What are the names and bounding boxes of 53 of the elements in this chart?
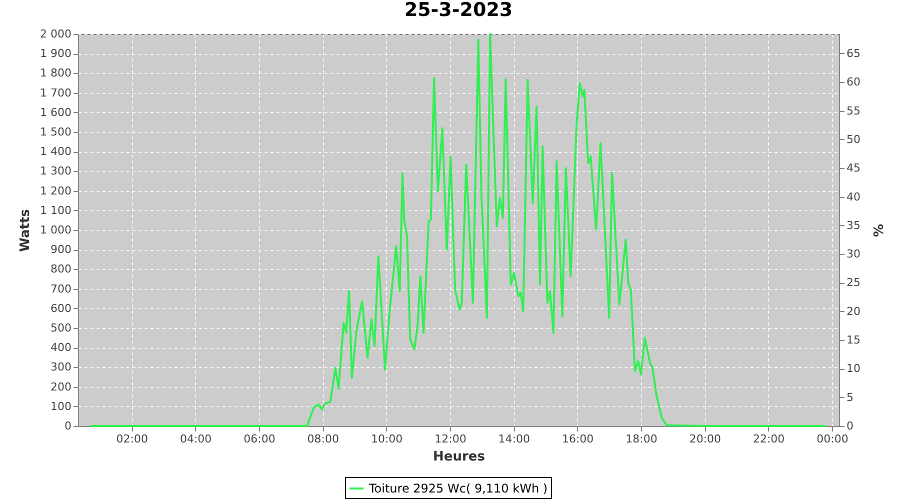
y2-tick-label: 15: [846, 334, 860, 347]
x-tick-label: 20:00: [689, 432, 722, 446]
y2-tick-label: 25: [846, 276, 860, 290]
y-tick-label: 2 000: [40, 28, 72, 40]
y-tick-label: 0: [64, 420, 72, 432]
y-tick-label: 600: [50, 302, 72, 315]
y2-tick-label: 10: [846, 362, 860, 376]
x-tick-label: 22:00: [752, 432, 785, 446]
x-tick-label: 00:00: [816, 432, 848, 446]
y2-tick-label: 60: [846, 76, 860, 89]
y2-tick-label: 55: [846, 104, 860, 118]
y2-tick-label: 35: [846, 218, 860, 232]
y-tick-label: 400: [50, 341, 72, 354]
y-tick-label: 1 600: [40, 106, 72, 119]
line-series: [89, 33, 827, 427]
legend-label: Toiture 2925 Wc( 9,110 kWh ): [368, 482, 548, 496]
x-tick-label: 08:00: [307, 432, 339, 446]
y2-tick-label: 50: [846, 132, 860, 146]
y-tick-label: 100: [50, 400, 72, 413]
y2-tick-label: 5: [846, 390, 854, 404]
y2-tick-label: 40: [846, 190, 860, 204]
x-tick-label: 04:00: [180, 432, 212, 446]
y-tick-label: 800: [50, 262, 72, 276]
y-tick-label: 1 100: [40, 204, 72, 217]
y-tick-label: 1 200: [40, 184, 72, 198]
y-tick-label: 1 400: [40, 145, 72, 158]
y2-tick-label: 20: [846, 304, 860, 318]
x-tick-label: 14:00: [498, 432, 530, 446]
y2-tick-label: 30: [846, 248, 860, 261]
y-tick-label: 1 700: [40, 86, 72, 100]
y-tick-label: 200: [50, 380, 72, 394]
y-tick-label: 1 000: [40, 224, 72, 236]
y2-axis-title: %: [869, 224, 884, 238]
y-tick-label: 1 800: [40, 66, 72, 80]
x-tick-label: 12:00: [434, 432, 466, 446]
y2-tick-label: 65: [846, 46, 860, 60]
y-tick-label: 1 900: [40, 47, 72, 60]
y2-tick-label: 45: [846, 162, 860, 175]
y-axis-title: Watts: [18, 208, 34, 252]
x-tick-label: 06:00: [244, 432, 276, 446]
y-tick-label: 1 500: [40, 126, 72, 138]
x-tick-label: 18:00: [626, 432, 658, 446]
y-tick-label: 300: [50, 360, 72, 374]
y-tick-label: 700: [50, 282, 72, 296]
y2-tick-label: 0: [846, 420, 854, 432]
x-tick-label: 02:00: [116, 432, 148, 446]
y-tick-label: 1 300: [40, 164, 72, 178]
x-tick-label: 16:00: [562, 432, 594, 446]
y-tick-label: 500: [50, 322, 72, 334]
chart-title: 25-3-2023: [404, 0, 513, 21]
x-tick-label: 10:00: [370, 432, 403, 446]
x-axis-title: Heures: [433, 450, 486, 464]
y-tick-label: 900: [50, 243, 72, 256]
